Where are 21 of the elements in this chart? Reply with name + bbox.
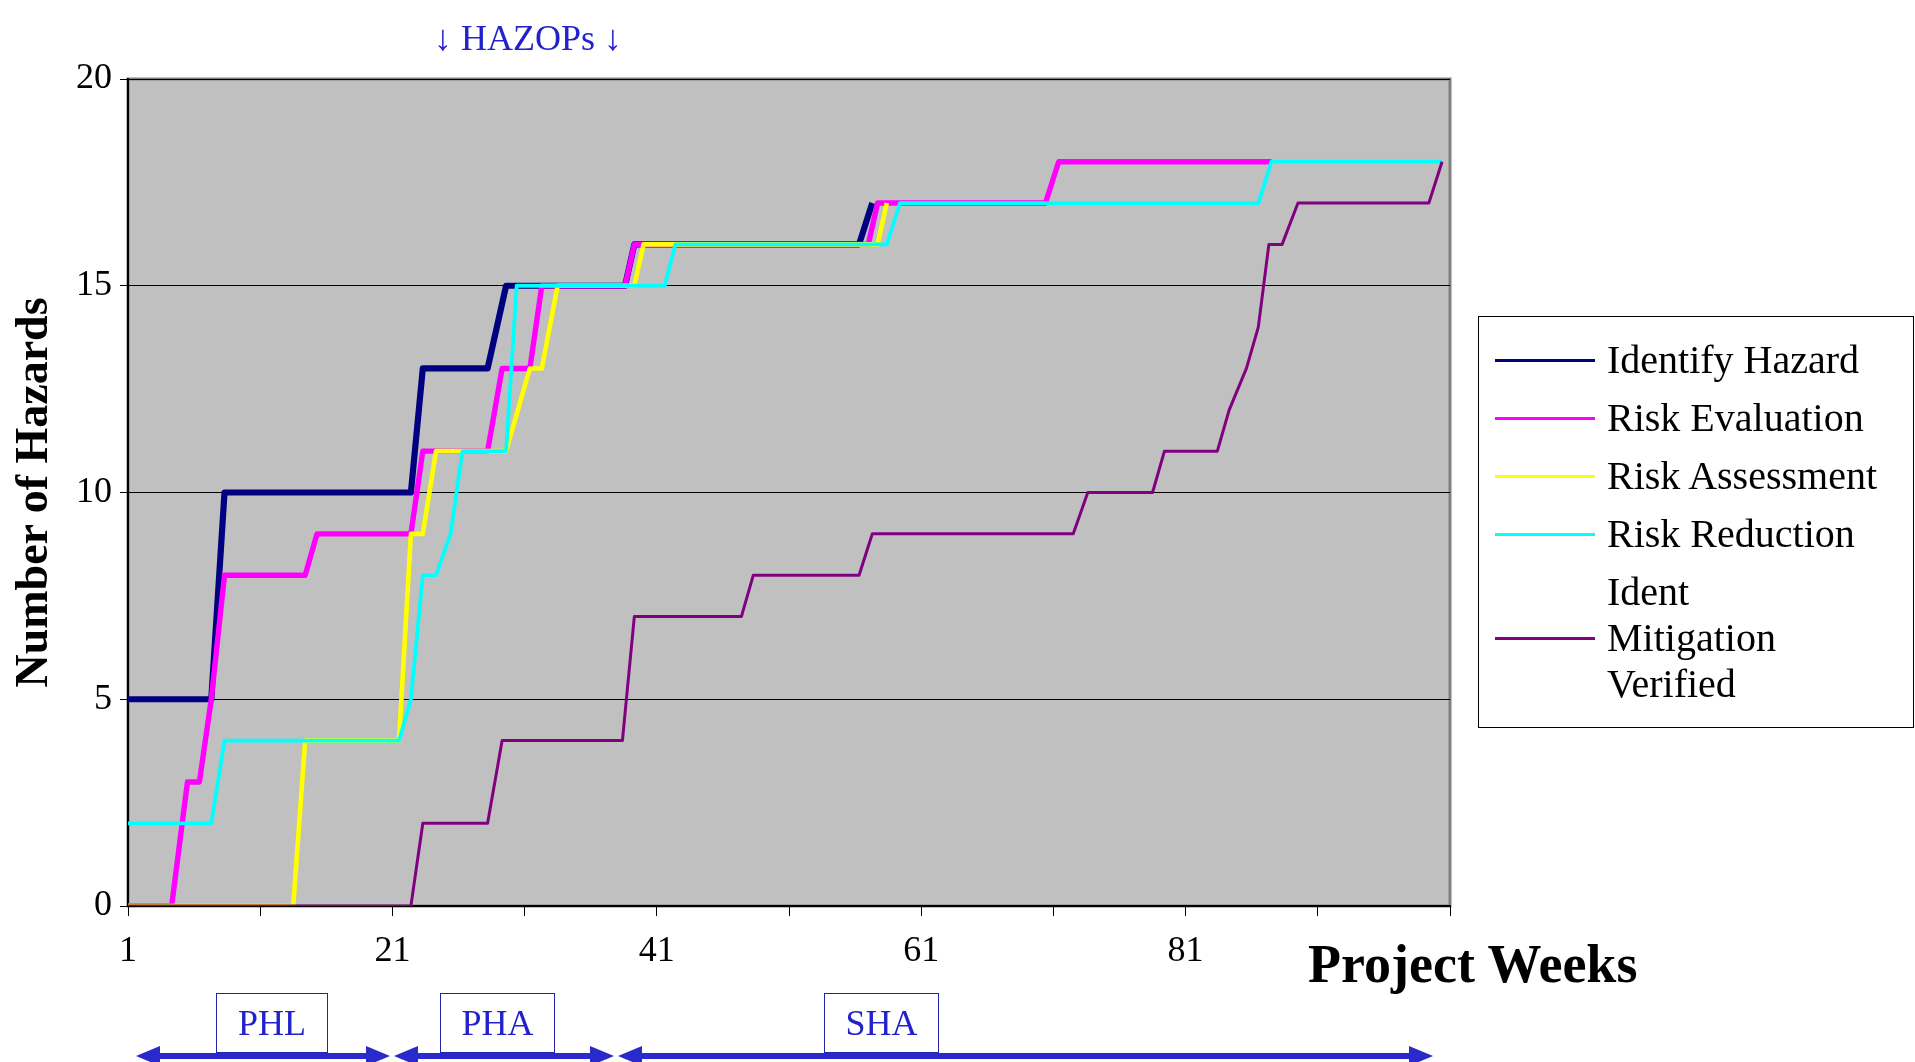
text: SHA — [824, 993, 939, 1053]
legend-label: Risk Reduction — [1607, 511, 1856, 557]
y-tick-label: 5 — [94, 676, 112, 717]
x-tick-label: 1 — [119, 929, 137, 970]
y-tick-label: 0 — [94, 883, 112, 924]
y-tick-label: 10 — [76, 469, 112, 510]
legend-label: Identify Hazard — [1607, 337, 1861, 383]
x-tick-label: 21 — [374, 929, 411, 970]
text: PHL — [216, 993, 328, 1053]
legend-label: Risk Evaluation — [1607, 395, 1865, 441]
y-axis-title: Number of Hazards — [6, 297, 58, 688]
x-tick-label: 81 — [1167, 929, 1204, 970]
y-tick-label: 15 — [76, 263, 112, 304]
x-axis-title: Project Weeks — [1308, 933, 1638, 995]
x-tick-label: 41 — [638, 929, 675, 970]
x-tick-label: 61 — [903, 929, 940, 970]
legend-label: Ident Mitigation Verified — [1607, 569, 1777, 707]
text: PHA — [440, 993, 555, 1053]
text: ↓ HAZOPs ↓ — [433, 17, 623, 60]
legend-label: Risk Assessment — [1607, 453, 1879, 499]
y-tick-label: 20 — [76, 56, 112, 97]
